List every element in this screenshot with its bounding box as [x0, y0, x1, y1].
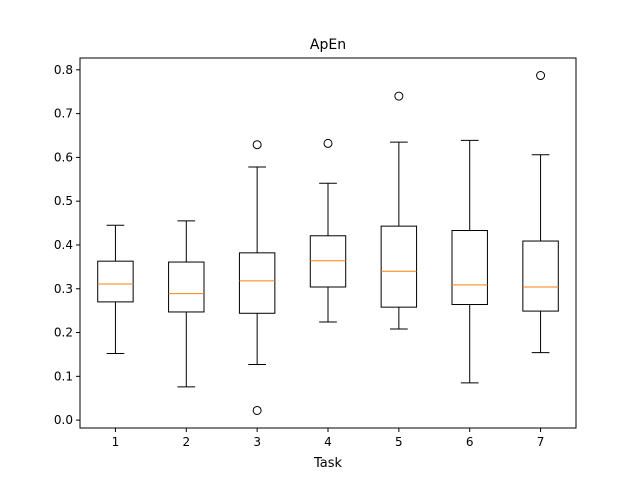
iqr-box — [522, 240, 559, 312]
y-tick-label: 0.5 — [54, 194, 73, 208]
y-tick-label: 0.7 — [54, 107, 73, 121]
x-tick-label: 2 — [182, 435, 190, 449]
iqr-box — [309, 235, 347, 288]
iqr-box — [97, 260, 134, 303]
outlier-point — [323, 138, 333, 148]
iqr-box — [238, 252, 276, 314]
iqr-box — [451, 230, 488, 306]
outlier-point — [252, 140, 262, 150]
iqr-box — [380, 225, 418, 308]
outlier-point — [394, 91, 404, 101]
iqr-box — [168, 261, 205, 313]
x-tick-label: 3 — [253, 435, 261, 449]
box-task-2 — [168, 220, 205, 388]
outlier-point — [536, 71, 546, 81]
x-tick-label: 6 — [466, 435, 474, 449]
y-tick-label: 0.2 — [54, 326, 73, 340]
box-task-1 — [97, 224, 134, 355]
box-task-5 — [380, 91, 418, 330]
outlier-point — [252, 405, 262, 415]
y-tick-label: 0.4 — [54, 238, 73, 252]
y-tick-label: 0.0 — [54, 413, 73, 427]
box-task-3 — [238, 140, 276, 415]
y-tick-label: 0.3 — [54, 282, 73, 296]
x-tick-label: 1 — [112, 435, 120, 449]
plot-area — [97, 71, 559, 415]
y-tick-label: 0.8 — [54, 63, 73, 77]
box-task-7 — [522, 71, 559, 354]
x-tick-label: 4 — [324, 435, 332, 449]
x-tick-label: 7 — [537, 435, 545, 449]
x-axis: 1 2 3 4 5 6 7 — [112, 428, 545, 449]
y-tick-label: 0.6 — [54, 150, 73, 164]
x-tick-label: 5 — [395, 435, 403, 449]
box-task-6 — [451, 139, 488, 384]
chart-title: ApEn — [310, 37, 346, 53]
x-axis-label: Task — [313, 456, 343, 471]
box-task-4 — [309, 138, 347, 323]
y-tick-label: 0.1 — [54, 369, 73, 383]
y-axis: 0.0 0.1 0.2 0.3 0.4 0.5 0.6 0.7 0.8 — [54, 63, 80, 427]
